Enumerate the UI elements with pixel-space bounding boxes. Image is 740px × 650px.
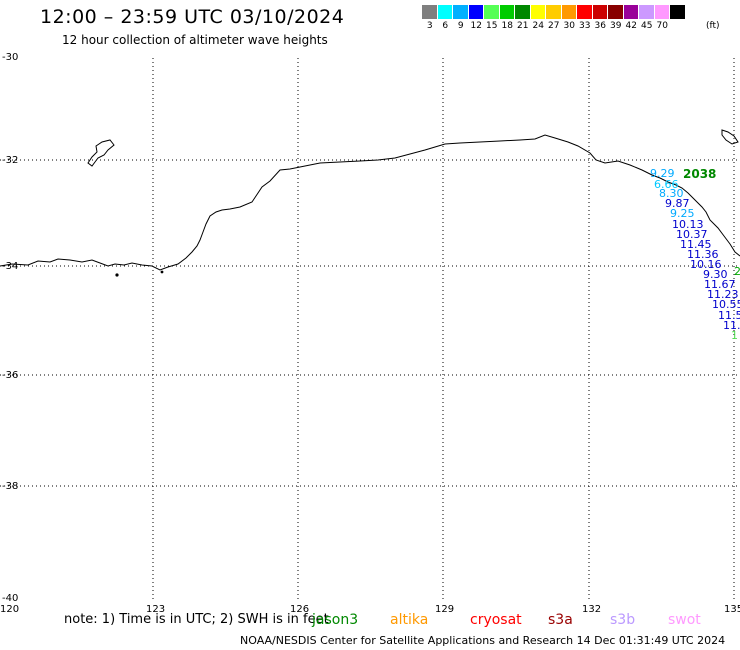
wave-height-value: 10.37 xyxy=(676,228,708,241)
credit-line: NOAA/NESDIS Center for Satellite Applica… xyxy=(240,634,726,647)
color-legend xyxy=(422,5,686,19)
wave-height-value: 11.67 xyxy=(704,278,736,291)
legend-label: 33 xyxy=(579,21,591,31)
legend-label: 3 xyxy=(426,21,433,31)
legend-swatch xyxy=(515,5,531,19)
legend-swatch xyxy=(422,5,438,19)
legend-label: 9 xyxy=(457,21,464,31)
latitude-label: -32 xyxy=(2,155,18,166)
latitude-label: -38 xyxy=(2,481,18,492)
legend-label: 15 xyxy=(486,21,498,31)
wave-height-value: 11. xyxy=(723,319,740,332)
legend-swatch xyxy=(608,5,624,19)
color-legend-labels: 3 6 9 12 15 18 21 24 27 30 33 36 39 42 45 70 xyxy=(422,21,686,31)
legend-label: 18 xyxy=(501,21,513,31)
legend-label: 39 xyxy=(610,21,622,31)
islet-1 xyxy=(115,273,119,277)
legend-swatch xyxy=(546,5,562,19)
longitude-label: 135 xyxy=(724,604,740,615)
wave-height-value: 11.23 xyxy=(707,288,739,301)
lat-lon-grid xyxy=(0,58,738,600)
wave-height-labels: 9.296.668.309.879.2510.1310.3711.4511.36… xyxy=(650,167,740,342)
wave-height-value: 10.16 xyxy=(690,258,722,271)
wave-height-value: 11.5 xyxy=(718,309,740,322)
longitude-label: 129 xyxy=(435,604,454,615)
legend-swatch xyxy=(670,5,686,19)
legend-swatch xyxy=(623,5,639,19)
legend-swatch xyxy=(499,5,515,19)
legend-label: 27 xyxy=(548,21,560,31)
longitude-label: 120 xyxy=(0,604,19,615)
legend-label: 42 xyxy=(625,21,637,31)
wave-height-value: 6.66 xyxy=(654,178,679,191)
wave-height-value: 11.45 xyxy=(680,238,712,251)
wave-height-value: 9.87 xyxy=(665,197,690,210)
satellite-cryosat: cryosat xyxy=(470,612,522,628)
satellite-s3b: s3b xyxy=(610,612,636,628)
legend-swatch xyxy=(468,5,484,19)
track-time-label: 2038 xyxy=(683,167,716,181)
wave-height-value: 9.25 xyxy=(670,207,695,220)
legend-label: 36 xyxy=(594,21,606,31)
longitude-label: 132 xyxy=(582,604,601,615)
wave-height-value: 9.30 xyxy=(703,268,728,281)
legend-label: 24 xyxy=(532,21,544,31)
satellite-jason3: jason3 xyxy=(312,612,359,628)
latitude-label: -36 xyxy=(2,370,18,381)
legend-swatch xyxy=(437,5,453,19)
legend-label: 30 xyxy=(563,21,575,31)
archipelago-island xyxy=(87,139,115,167)
latitude-label: -30 xyxy=(2,52,18,63)
wave-height-value: 1 xyxy=(731,329,738,342)
legend-label: 6 xyxy=(442,21,449,31)
wave-height-value: 10.55 xyxy=(712,298,740,311)
legend-swatch xyxy=(592,5,608,19)
legend-swatch xyxy=(484,5,500,19)
legend-label: 21 xyxy=(517,21,529,31)
map-title: 12:00 – 23:59 UTC 03/10/2024 xyxy=(40,6,345,28)
wave-height-value: 9.29 xyxy=(650,167,675,180)
legend-swatch xyxy=(654,5,670,19)
legend-label: 70 xyxy=(656,21,668,31)
small-islands xyxy=(115,270,164,277)
satellite-swot: swot xyxy=(668,612,701,628)
latitude-label: -40 xyxy=(2,593,18,604)
australia-south-coast xyxy=(0,134,740,271)
coastline xyxy=(0,129,740,271)
legend-unit: (ft) xyxy=(706,21,720,31)
legend-swatch xyxy=(639,5,655,19)
wave-height-value: 11.36 xyxy=(687,248,719,261)
legend-swatch xyxy=(561,5,577,19)
longitude-label: 123 xyxy=(146,604,165,615)
satellite-altika: altika xyxy=(390,612,429,628)
wave-height-value: 10.13 xyxy=(672,218,704,231)
wave-height-value: 8.30 xyxy=(659,187,684,200)
footnote: note: 1) Time is in UTC; 2) SWH is in fe… xyxy=(64,612,329,627)
legend-label: 45 xyxy=(641,21,653,31)
offpage-green-marker: 2 xyxy=(734,265,740,278)
spencer-gulf-islet xyxy=(721,129,739,145)
legend-label: 12 xyxy=(470,21,482,31)
satellite-s3a: s3a xyxy=(548,612,573,628)
islet-2 xyxy=(160,270,164,274)
legend-swatch xyxy=(577,5,593,19)
legend-swatch xyxy=(530,5,546,19)
latitude-label: -34 xyxy=(2,261,18,272)
map-subtitle: 12 hour collection of altimeter wave hei… xyxy=(62,33,328,47)
longitude-label: 126 xyxy=(290,604,309,615)
legend-swatch xyxy=(453,5,469,19)
